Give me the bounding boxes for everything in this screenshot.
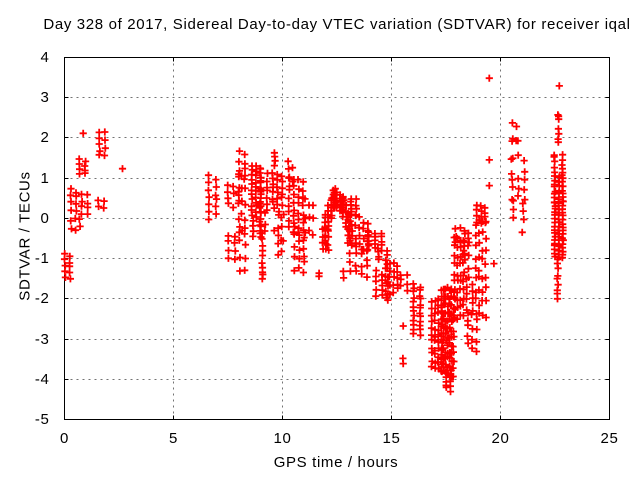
- svg-text:15: 15: [383, 430, 401, 447]
- svg-text:25: 25: [601, 430, 619, 447]
- svg-text:1: 1: [41, 170, 50, 187]
- svg-text:Day 328 of 2017, Sidereal Day-: Day 328 of 2017, Sidereal Day-to-day VTE…: [43, 16, 630, 33]
- svg-text:0: 0: [60, 430, 69, 447]
- svg-text:-5: -5: [35, 411, 50, 428]
- svg-text:-1: -1: [35, 250, 50, 267]
- svg-text:10: 10: [274, 430, 292, 447]
- svg-text:3: 3: [41, 89, 50, 106]
- svg-text:4: 4: [41, 49, 50, 66]
- svg-text:0: 0: [41, 210, 50, 227]
- svg-text:SDTVAR / TECUs: SDTVAR / TECUs: [17, 171, 34, 300]
- svg-text:GPS time / hours: GPS time / hours: [274, 454, 399, 471]
- svg-text:-4: -4: [35, 371, 50, 388]
- svg-text:2: 2: [41, 129, 50, 146]
- svg-text:-2: -2: [35, 290, 50, 307]
- svg-text:5: 5: [169, 430, 178, 447]
- svg-text:-3: -3: [35, 331, 50, 348]
- svg-text:20: 20: [492, 430, 510, 447]
